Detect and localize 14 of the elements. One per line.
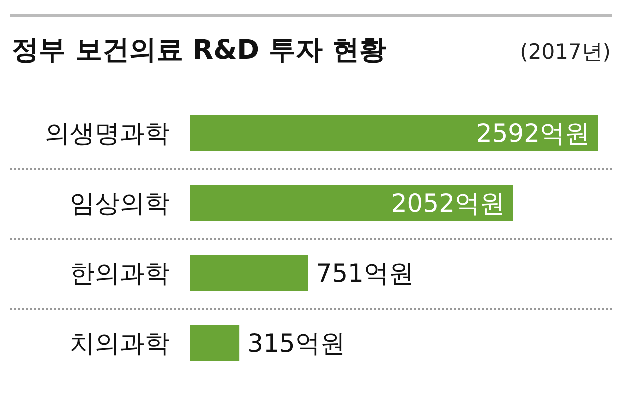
data-label: 2592억원 — [476, 118, 590, 148]
chart-subtitle: (2017년) — [520, 39, 611, 66]
data-label: 751억원 — [316, 258, 414, 288]
data-label: 315억원 — [248, 328, 346, 358]
data-label: 2052억원 — [391, 188, 505, 218]
y-tick-label: 의생명과학 — [45, 118, 170, 148]
bar — [190, 255, 308, 291]
bar — [190, 325, 240, 361]
y-tick-label: 임상의학 — [70, 188, 170, 218]
chart-title: 정부 보건의료 R&D 투자 현황 — [12, 34, 386, 68]
bar — [190, 185, 513, 221]
y-tick-label: 치의과학 — [70, 328, 170, 358]
bar — [190, 115, 598, 151]
y-tick-label: 한의과학 — [70, 258, 170, 288]
